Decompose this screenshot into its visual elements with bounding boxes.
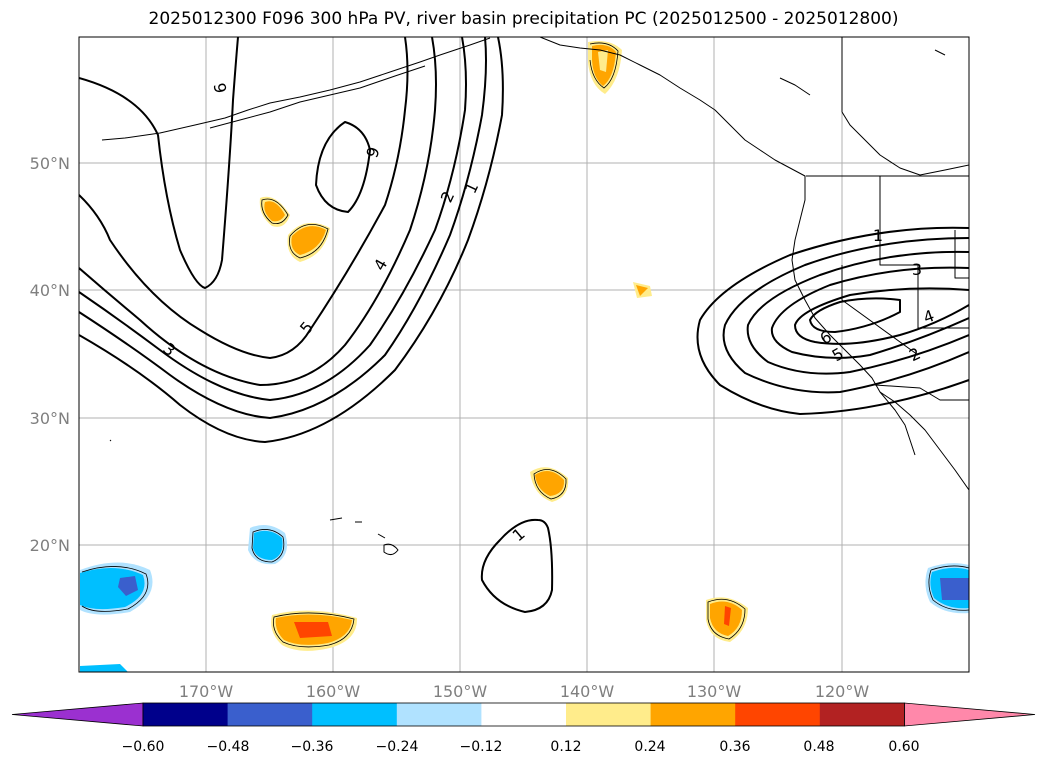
colorbar-extend-max: [904, 702, 1036, 727]
colorbar-tick: −0.12: [460, 739, 503, 755]
colorbar-tick: 0.36: [719, 739, 750, 755]
colorbar-tick: −0.48: [207, 739, 250, 755]
pv-contours: [79, 37, 969, 613]
colorbar-segment: [819, 703, 905, 726]
lon-label: 170°W: [179, 682, 234, 701]
lon-label: 160°W: [306, 682, 361, 701]
colorbar-segment: [312, 703, 398, 726]
pv-contour-1-south: [480, 518, 554, 613]
colorbar-tick-labels: −0.60 −0.48 −0.36 −0.24 −0.12 0.12 0.24 …: [122, 739, 920, 755]
lon-label: 120°W: [815, 682, 870, 701]
pv-contour-6-west: [79, 37, 239, 289]
map-background: [79, 37, 969, 672]
colorbar-segment: [735, 703, 821, 726]
pv-contour-6-east: [809, 297, 901, 333]
precip-blob: [598, 50, 608, 72]
pv-contour-4-east: [770, 266, 969, 359]
colorbar-segment: [481, 703, 567, 726]
lat-label: 40°N: [30, 281, 70, 300]
lon-label: 130°W: [687, 682, 742, 701]
precip-blob: [118, 576, 138, 596]
precip-blob: [291, 226, 326, 255]
coastlines: [101, 37, 969, 556]
precip-blob: [535, 471, 565, 496]
precip-blob: [940, 578, 969, 600]
pv-contour-6-closed: [315, 121, 371, 213]
map-frame: [78, 36, 970, 673]
lat-label: 50°N: [30, 154, 70, 173]
pv-contour-5: [79, 37, 409, 359]
colorbar-segment: [396, 703, 482, 726]
pv-contour-3: [79, 37, 467, 401]
precip-blob: [724, 606, 731, 626]
lon-label: 150°W: [433, 682, 488, 701]
colorbar-segment: [227, 703, 313, 726]
precip-blob: [253, 530, 283, 560]
colorbar-tick: 0.48: [803, 739, 834, 755]
colorbar-extend-min: [11, 702, 144, 727]
contour-label: 3: [912, 260, 922, 279]
longitude-labels: 170°W 160°W 150°W 140°W 130°W 120°W: [179, 682, 870, 701]
precip-blob: [264, 201, 285, 222]
pv-contour-2-east: [722, 237, 969, 394]
lat-label: 20°N: [30, 536, 70, 555]
colorbar-tick: −0.60: [122, 739, 165, 755]
precip-blob: [80, 664, 128, 672]
contour-label: 6: [210, 81, 230, 94]
colorbar: [11, 702, 1036, 727]
pv-contour-5-east: [794, 287, 969, 345]
colorbar-tick: 0.24: [634, 739, 665, 755]
pv-contour-4: [79, 37, 437, 386]
colorbar-segment: [143, 703, 229, 726]
colorbar-tick: −0.24: [376, 739, 419, 755]
pv-contour-3-east: [746, 250, 969, 375]
precip-blob: [636, 285, 648, 296]
latitude-labels: 50°N 40°N 30°N 20°N: [30, 154, 70, 555]
colorbar-tick: 0.60: [888, 739, 919, 755]
colorbar-segment: [650, 703, 736, 726]
pv-contour-2: [79, 37, 487, 419]
lat-label: 30°N: [30, 409, 70, 428]
precipitation-outlines: [81, 42, 969, 648]
map-title: 2025012300 F096 300 hPa PV, river basin …: [148, 9, 899, 29]
precipitation-shading: [80, 41, 969, 672]
colorbar-tick: 0.12: [550, 739, 581, 755]
colorbar-tick: −0.36: [291, 739, 334, 755]
colorbar-segment: [566, 703, 652, 726]
lon-label: 140°W: [560, 682, 615, 701]
contour-label: 1: [873, 226, 883, 245]
precip-blob: [294, 622, 332, 638]
pv-contour-1-east: [696, 226, 969, 415]
pv-contour-1: [79, 37, 504, 443]
colorbar-frame: [142, 702, 905, 727]
